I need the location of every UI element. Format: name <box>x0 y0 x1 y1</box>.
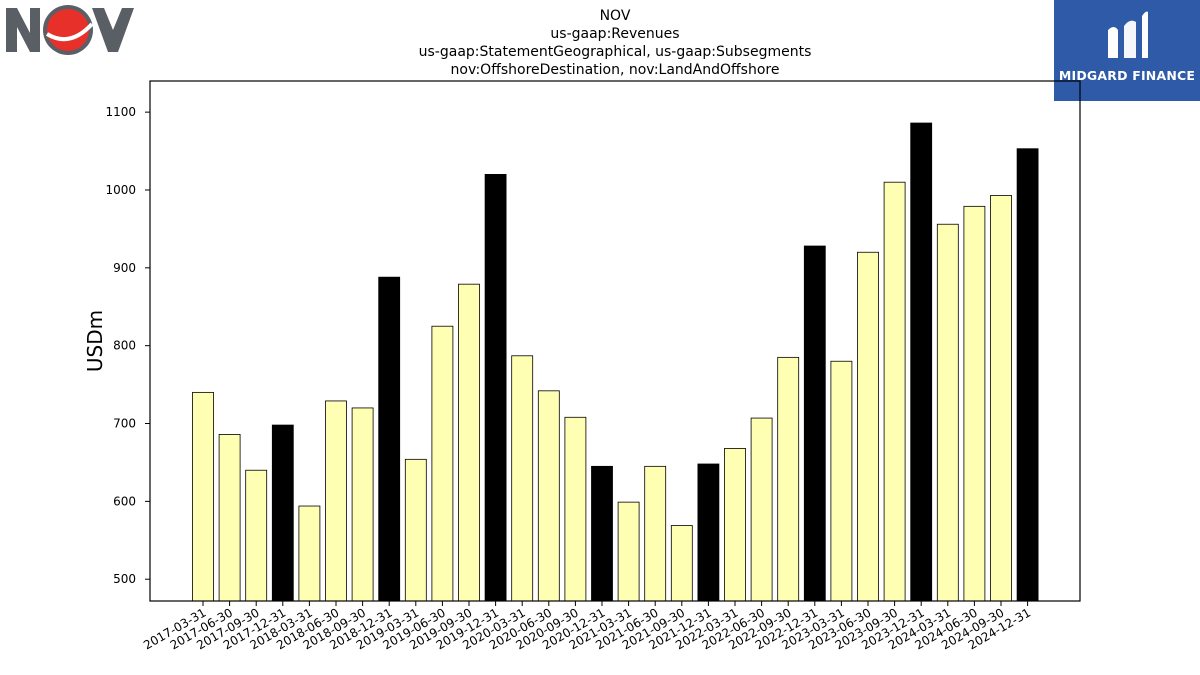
y-tick-label-500: 500 <box>113 572 136 586</box>
midgard-logo-mark <box>1108 11 1148 59</box>
bar-2017-12-31 <box>271 424 294 602</box>
y-tick-label-800: 800 <box>113 339 136 353</box>
bar-2021-09-30 <box>670 525 693 602</box>
bar-2024-09-30 <box>990 195 1012 602</box>
bar-2024-12-31 <box>1016 148 1039 602</box>
plot-frame <box>149 80 1081 602</box>
bar-2020-12-31 <box>591 465 613 602</box>
y-axis: 500 600 700 800 900 1000 1100 <box>105 105 150 586</box>
bar-2022-06-30 <box>750 417 773 602</box>
nov-logo-mark <box>6 5 134 55</box>
bar-2019-09-30 <box>458 283 480 602</box>
bar-2021-12-31 <box>697 463 720 602</box>
bar-2022-12-31 <box>803 245 826 602</box>
bar-2018-03-31 <box>298 505 321 602</box>
bar-2022-09-30 <box>777 356 800 602</box>
y-tick-label-1000: 1000 <box>105 183 136 197</box>
y-tick-label-600: 600 <box>113 494 136 508</box>
bar-2019-03-31 <box>404 458 427 602</box>
bar-2018-12-31 <box>378 276 401 602</box>
bar-2021-03-31 <box>617 501 640 602</box>
chart-title-line-3: us-gaap:StatementGeographical, us-gaap:S… <box>418 44 812 60</box>
bar-2024-06-30 <box>963 205 986 602</box>
bar-2019-06-30 <box>431 325 454 602</box>
y-tick-label-700: 700 <box>113 417 136 431</box>
nov-logo-letter-v <box>92 8 134 52</box>
bars-group <box>192 122 1039 602</box>
bar-2017-09-30 <box>245 469 268 602</box>
bar-2024-03-31 <box>936 223 959 602</box>
bar-2018-06-30 <box>325 400 347 602</box>
midgard-finance-logo: MIDGARD FINANCE <box>1054 0 1200 101</box>
chart-title-line-2: us-gaap:Revenues <box>550 26 680 42</box>
y-tick-label-1100: 1100 <box>105 105 136 119</box>
bar-2020-03-31 <box>511 355 534 602</box>
chart-title-line-4: nov:OffshoreDestination, nov:LandAndOffs… <box>450 62 780 78</box>
nov-logo-swoosh <box>45 22 94 42</box>
bar-2023-12-31 <box>910 122 933 602</box>
bar-2020-06-30 <box>537 390 560 602</box>
bar-2021-06-30 <box>644 465 667 602</box>
bar-2023-09-30 <box>883 181 906 602</box>
x-axis: 2017-03-312017-06-302017-09-302017-12-31… <box>141 601 1033 652</box>
y-tick-label-900: 900 <box>113 261 136 275</box>
nov-logo-letter-n <box>6 8 40 52</box>
chart-title-line-1: NOV <box>599 8 631 24</box>
midgard-logo-text: MIDGARD FINANCE <box>1058 68 1196 83</box>
bar-2017-06-30 <box>218 434 241 602</box>
bar-2020-09-30 <box>564 416 587 602</box>
y-axis-label: USDm <box>83 310 107 372</box>
bar-2023-06-30 <box>857 251 879 602</box>
nov-logo <box>0 0 140 60</box>
bar-2018-09-30 <box>351 407 374 602</box>
bar-2019-12-31 <box>484 174 507 602</box>
bar-2022-03-31 <box>724 448 746 602</box>
bar-2017-03-31 <box>192 391 214 602</box>
chart-title: NOV us-gaap:Revenues us-gaap:StatementGe… <box>300 7 930 79</box>
bar-2023-03-31 <box>830 360 853 602</box>
